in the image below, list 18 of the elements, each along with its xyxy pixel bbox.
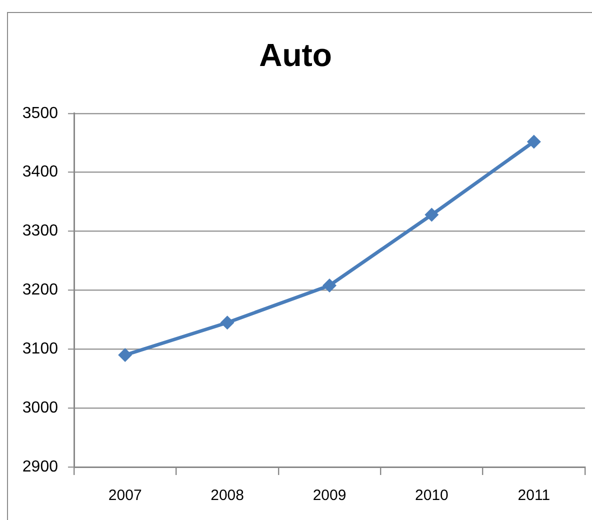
x-tick-label: 2011 — [518, 487, 550, 504]
point — [424, 208, 439, 222]
point — [118, 348, 132, 362]
y-tick-label: 3200 — [22, 282, 58, 299]
y-tick-label: 2900 — [22, 458, 58, 476]
y-tick-label: 3100 — [22, 340, 58, 358]
chart-title: Auto — [259, 37, 332, 74]
point — [322, 278, 336, 292]
point — [526, 134, 541, 149]
y-tick-label: 3300 — [22, 222, 58, 240]
x-tick-label: 2008 — [210, 487, 244, 504]
y-tick-label: 3400 — [22, 164, 58, 181]
point — [220, 316, 234, 330]
x-tick-label: 2010 — [415, 487, 448, 504]
x-tick-label: 2009 — [312, 487, 346, 504]
y-tick-label: 3500 — [22, 104, 58, 122]
y-tick-label: 3000 — [22, 399, 58, 416]
x-tick-label: 2007 — [108, 487, 142, 504]
